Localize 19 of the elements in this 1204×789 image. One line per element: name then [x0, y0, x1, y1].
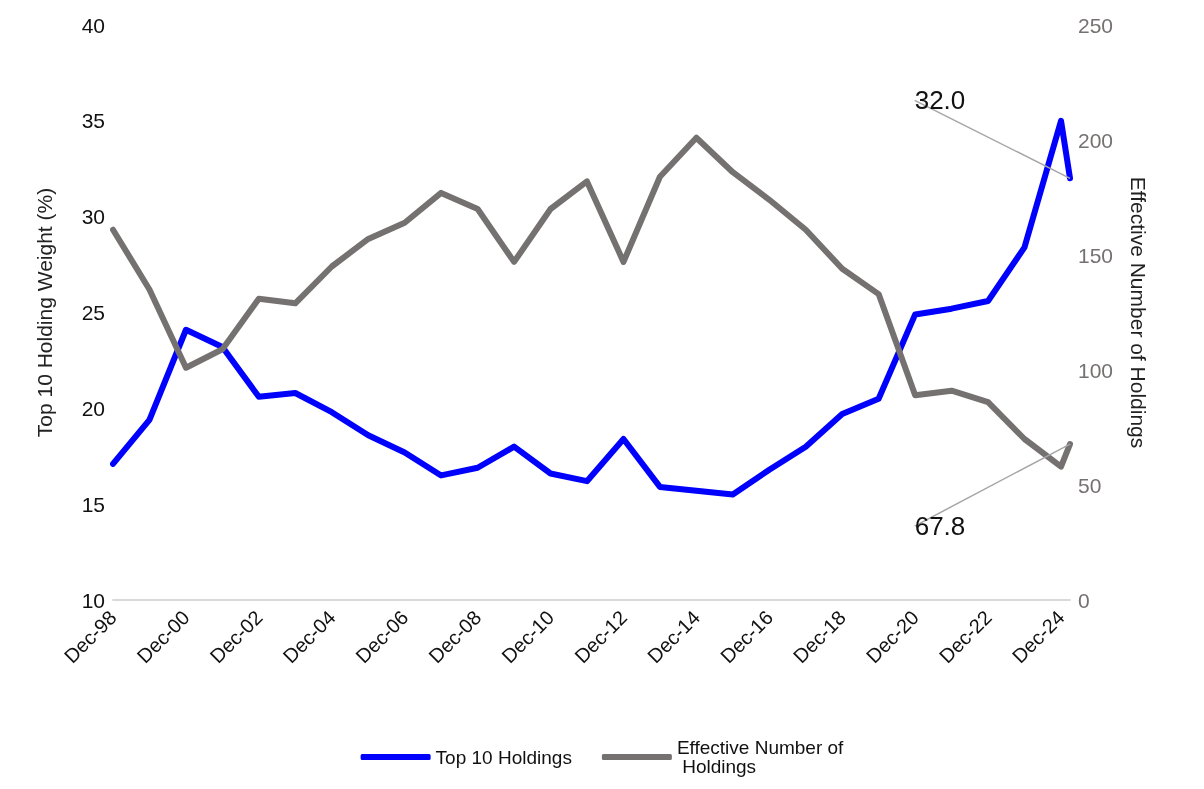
y2-tick-label: 50 — [1078, 473, 1102, 497]
y-tick-label: 20 — [81, 396, 105, 420]
y-tick-label: 30 — [81, 205, 105, 229]
y-tick-label: 10 — [81, 588, 105, 612]
y2-tick-label: 0 — [1078, 588, 1090, 612]
data-label: 67.8 — [914, 511, 966, 542]
y2-tick-label: 100 — [1078, 358, 1114, 382]
y2-tick-label: 200 — [1078, 128, 1114, 152]
y2-tick-label: 250 — [1078, 13, 1114, 37]
y-tick-label: 40 — [81, 13, 105, 37]
y2-axis-title: Effective Number of Holdings — [1127, 176, 1150, 449]
legend-label: Effective Number of Holdings — [676, 737, 845, 777]
data-label: 32.0 — [914, 85, 966, 116]
y-axis-title: Top 10 Holding Weight (%) — [33, 187, 56, 438]
legend-label: Top 10 Holdings — [435, 746, 572, 768]
y-tick-label: 25 — [81, 301, 105, 324]
y2-tick-label: 150 — [1078, 243, 1114, 267]
y-tick-label: 35 — [81, 109, 105, 133]
y-tick-label: 15 — [81, 492, 105, 516]
